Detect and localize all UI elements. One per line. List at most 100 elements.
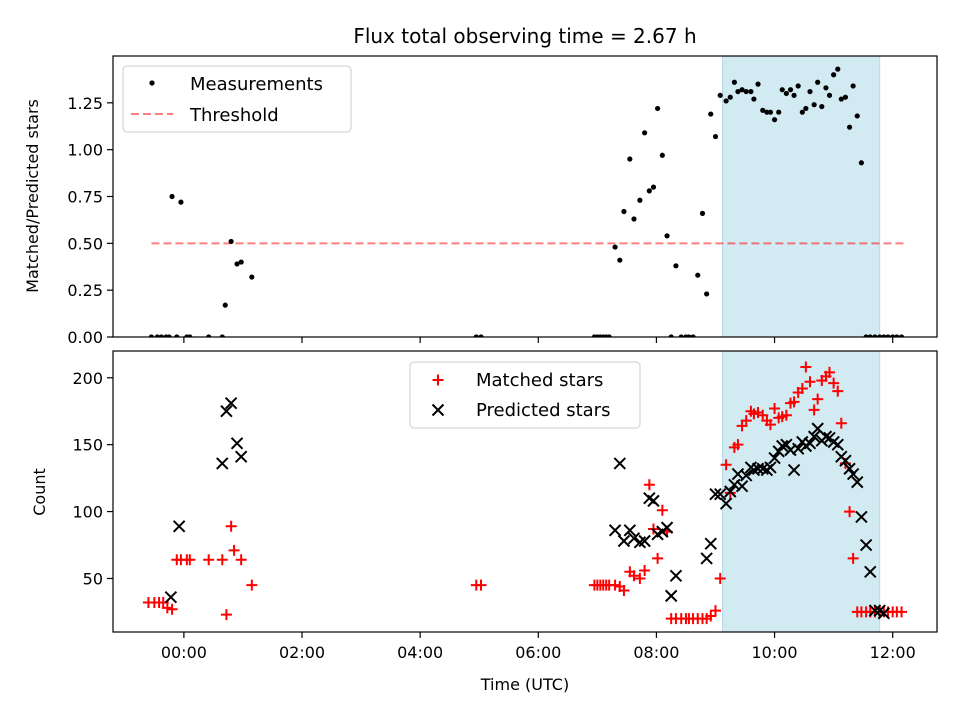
matched-star-marker [220, 609, 232, 621]
matched-star-marker [228, 544, 240, 556]
measurement-point [863, 334, 869, 337]
matched-star-marker [709, 605, 721, 617]
x-tick-label: 10:00 [752, 643, 798, 662]
y-tick-label: 0.00 [67, 328, 103, 347]
measurement-point [867, 334, 873, 337]
x-tick-label: 08:00 [633, 643, 679, 662]
measurement-point [760, 107, 766, 113]
measurement-point [751, 96, 757, 102]
plot-area [148, 66, 905, 337]
matched-star-marker [639, 564, 651, 576]
matched-star-marker [812, 393, 824, 405]
matched-star-marker [643, 479, 655, 491]
measurement-point [898, 334, 905, 337]
matched-star-marker [796, 382, 808, 394]
predicted-star-marker [216, 457, 229, 470]
predicted-star-marker [638, 534, 651, 548]
measurement-point [894, 334, 900, 337]
legend: Measurements Threshold [122, 65, 352, 133]
matched-star-marker [832, 385, 844, 397]
measurement-point [238, 259, 244, 265]
measurement-point [699, 210, 706, 216]
matched-star-marker [769, 403, 781, 415]
matched-star-marker [808, 404, 820, 416]
chart-title: Flux total observing time = 2.67 h [353, 24, 696, 48]
measurement-point [673, 263, 679, 269]
measurement-point [664, 233, 670, 239]
measurement-point [704, 291, 710, 297]
measurement-point [612, 244, 618, 250]
predicted-star-marker [768, 451, 781, 465]
predicted-star-marker [764, 461, 777, 474]
predicted-star-marker [700, 552, 713, 565]
measurement-point [723, 98, 729, 104]
measurement-point [249, 274, 255, 280]
measurement-point [803, 105, 809, 112]
predicted-star-marker [843, 462, 856, 475]
matched-star-marker [161, 602, 173, 614]
predicted-star-marker [623, 524, 637, 537]
measurement-point [748, 88, 754, 95]
measurement-point [627, 156, 633, 162]
measurement-point [712, 133, 719, 140]
measurement-point [637, 197, 643, 203]
measurement-point [743, 88, 749, 95]
predicted-star-marker [855, 510, 868, 524]
predicted-star-marker [719, 497, 733, 510]
matched-star-marker [828, 377, 840, 389]
measurement-point [158, 334, 165, 337]
measurement-point [678, 334, 684, 337]
measurement-point [473, 334, 479, 337]
measurement-point [795, 83, 801, 89]
matched-star-marker [740, 415, 752, 427]
top-y-axis-label: Matched/Predicted stars [23, 99, 42, 293]
measurement-point [478, 334, 484, 337]
matched-star-marker [216, 554, 228, 566]
measurement-point [846, 124, 853, 130]
measurement-point [872, 334, 878, 337]
predicted-star-marker [664, 589, 678, 603]
matched-star-marker [634, 572, 646, 584]
measurement-point [819, 103, 825, 110]
predicted-star-marker [627, 532, 641, 545]
y-tick-label: 0.75 [67, 188, 103, 207]
matched-star-marker [896, 606, 908, 618]
measurement-point [148, 334, 154, 337]
predicted-star-marker [660, 521, 674, 534]
legend-marker-predicted [431, 403, 445, 417]
matched-star-marker [764, 419, 776, 431]
measurement-point [174, 334, 180, 337]
measurement-point [815, 79, 821, 85]
measurement-point [646, 188, 652, 194]
legend-marker-measurements [149, 80, 155, 86]
matched-star-marker [835, 417, 847, 429]
matched-star-marker [720, 459, 732, 471]
matched-star-marker [844, 506, 856, 518]
x-tick-label: 06:00 [515, 643, 561, 662]
predicted-star-marker [740, 469, 753, 482]
measurement-point [826, 92, 833, 98]
measurement-point [686, 334, 692, 337]
measurement-point [178, 199, 184, 205]
measurement-point [838, 96, 844, 102]
measurement-point [206, 334, 212, 337]
predicted-star-marker [831, 438, 844, 451]
measurement-point [823, 85, 829, 91]
measurement-point [187, 334, 193, 337]
measurement-point [842, 94, 849, 100]
measurement-point [731, 79, 737, 85]
predicted-star-marker [709, 487, 722, 501]
observing-window-span [722, 55, 881, 338]
measurement-point [735, 88, 741, 95]
predicted-star-marker [669, 569, 683, 583]
measurement-point [659, 152, 665, 158]
measurement-point [811, 102, 817, 108]
plot-area [142, 361, 908, 625]
predicted-star-marker [791, 442, 805, 455]
measurement-point [755, 81, 761, 87]
matched-star-marker [203, 554, 215, 566]
matched-star-marker [847, 552, 859, 564]
matched-star-marker [235, 554, 247, 566]
measurement-point [835, 66, 841, 72]
